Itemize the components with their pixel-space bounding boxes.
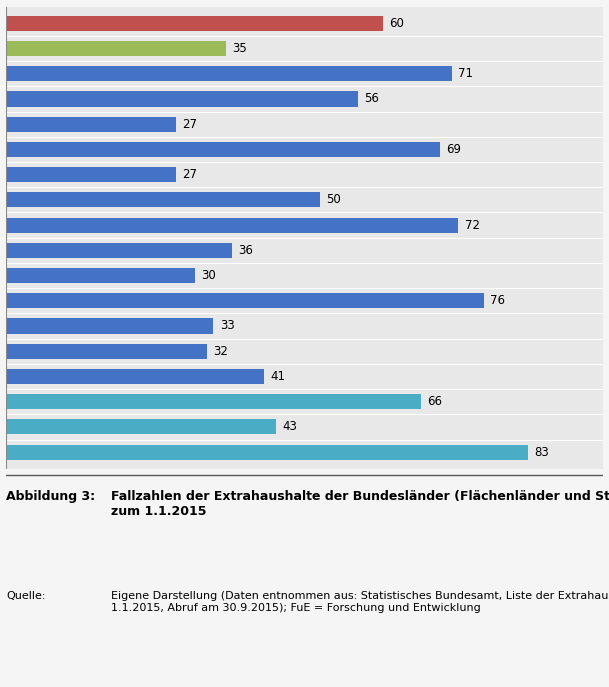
Bar xyxy=(6,66,452,81)
Text: 71: 71 xyxy=(459,67,473,80)
Bar xyxy=(6,319,213,334)
Bar xyxy=(6,16,383,31)
Bar xyxy=(6,218,459,233)
Text: 43: 43 xyxy=(283,420,297,433)
Text: 72: 72 xyxy=(465,218,480,232)
Text: 30: 30 xyxy=(201,269,216,282)
Bar xyxy=(6,41,226,56)
Bar xyxy=(6,91,358,106)
Text: 27: 27 xyxy=(182,117,197,131)
Bar xyxy=(6,243,232,258)
Text: 76: 76 xyxy=(490,294,505,307)
Text: Abbildung 3:: Abbildung 3: xyxy=(6,490,95,503)
Bar xyxy=(6,344,207,359)
Bar xyxy=(6,268,194,283)
Text: 69: 69 xyxy=(446,143,461,156)
Text: 66: 66 xyxy=(427,395,442,408)
Text: 27: 27 xyxy=(182,168,197,181)
Text: 60: 60 xyxy=(389,16,404,30)
Text: 32: 32 xyxy=(213,345,228,358)
Bar xyxy=(6,142,440,157)
Bar xyxy=(6,167,176,182)
Text: 33: 33 xyxy=(220,319,234,333)
Text: Quelle:: Quelle: xyxy=(6,592,46,601)
Text: 83: 83 xyxy=(534,446,549,459)
Text: 50: 50 xyxy=(326,193,341,206)
Text: Fallzahlen der Extrahaushalte der Bundesländer (Flächenländer und Stadtstaaten)
: Fallzahlen der Extrahaushalte der Bundes… xyxy=(110,490,609,518)
Bar xyxy=(6,394,421,409)
Bar xyxy=(6,117,176,132)
Text: 56: 56 xyxy=(364,93,379,105)
Bar xyxy=(6,192,320,207)
Bar xyxy=(6,369,264,384)
Bar xyxy=(6,293,484,308)
Text: Eigene Darstellung (Daten entnommen aus: Statistisches Bundesamt, Liste der Extr: Eigene Darstellung (Daten entnommen aus:… xyxy=(110,592,609,613)
Text: 35: 35 xyxy=(232,42,247,55)
Bar xyxy=(6,444,527,460)
Text: 36: 36 xyxy=(239,244,253,257)
Bar xyxy=(6,419,276,434)
Text: 41: 41 xyxy=(270,370,285,383)
